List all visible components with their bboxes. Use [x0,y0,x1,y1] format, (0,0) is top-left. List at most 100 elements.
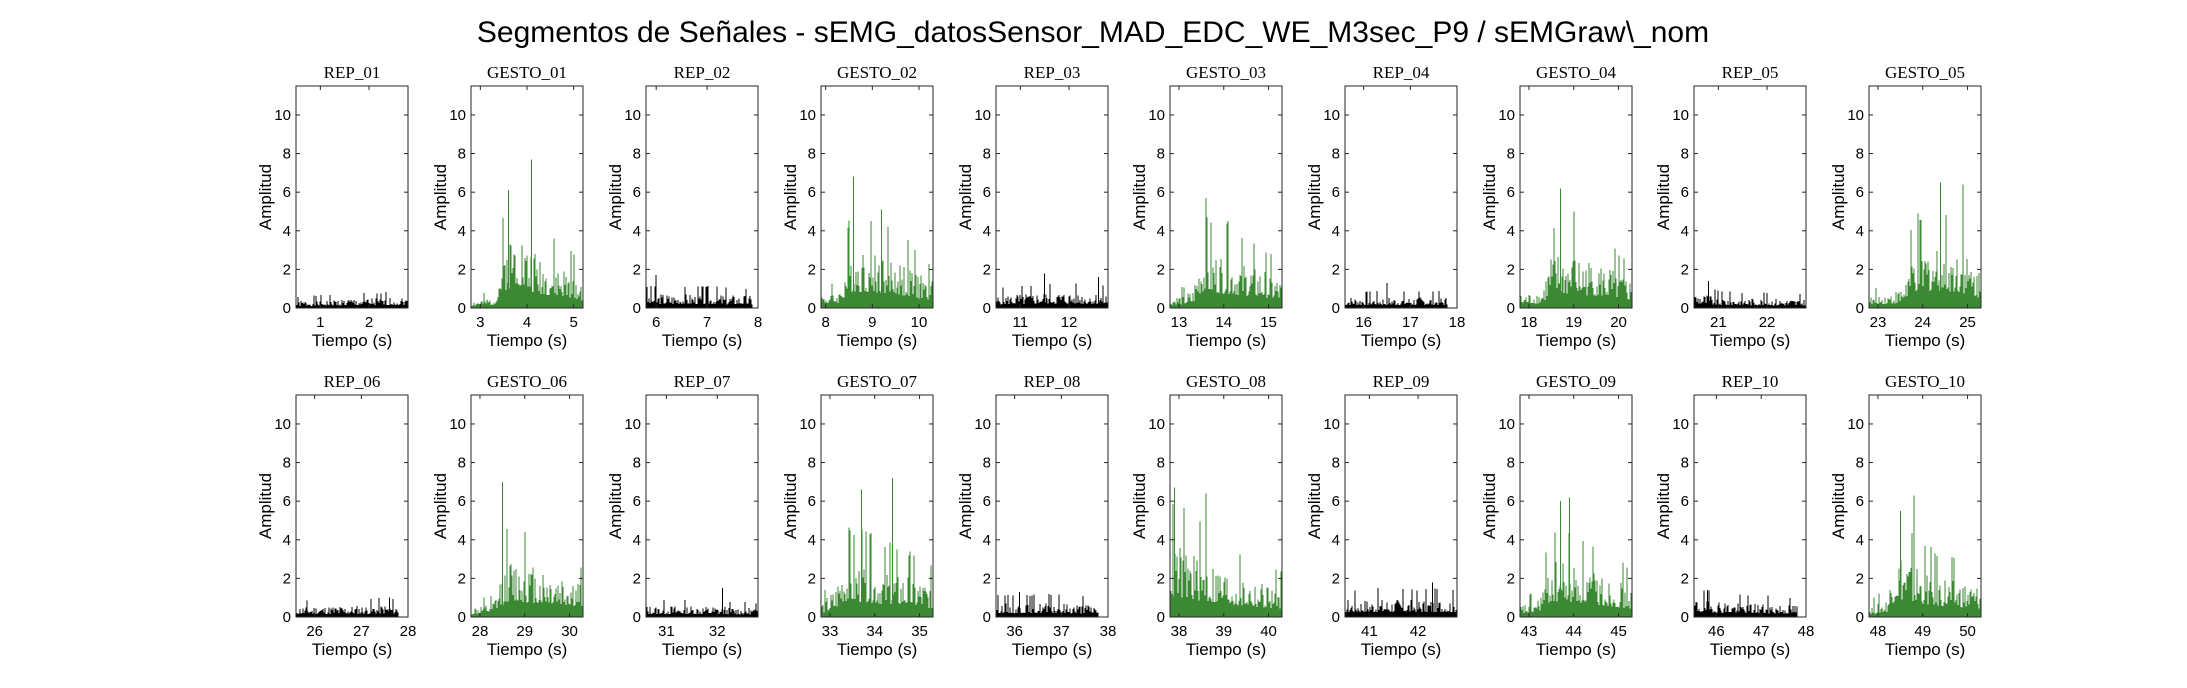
y-tick-label: 0 [1332,609,1340,626]
x-tick-label: 32 [709,623,726,640]
y-tick-label: 0 [283,300,291,317]
x-tick-label: 5 [569,314,577,331]
y-tick-label: 2 [1507,261,1515,278]
signal-trace [470,481,583,617]
signal-trace [645,588,758,617]
axes-box [295,85,409,309]
y-tick-label: 10 [274,416,291,433]
x-tick-label: 48 [1798,623,1815,640]
y-tick-label: 10 [1847,416,1864,433]
y-tick-label: 8 [1157,455,1165,472]
signal-trace [1693,590,1798,617]
axes-box [1344,394,1458,618]
y-tick-label: 0 [1507,609,1515,626]
subplot-title: GESTO_02 [837,63,917,82]
x-tick-label: 35 [911,623,928,640]
x-axis-label: Tiempo (s) [1536,331,1617,350]
figure-title: Segmentos de Señales - sEMG_datosSensor_… [477,16,1709,49]
x-tick-label: 10 [911,314,928,331]
subplot: REP_02 0 2 4 6 8 10 6 7 8 Tiempo (s) Amplitud [606,63,762,350]
y-tick-label: 6 [1332,493,1340,510]
y-tick-label: 0 [633,609,641,626]
axes-box [470,394,584,618]
signal-trace [1868,495,1981,617]
subplot-title: GESTO_03 [1186,63,1266,82]
y-tick-label: 8 [283,146,291,163]
signal-trace [470,159,583,308]
axes-box [645,85,759,309]
y-tick-label: 6 [1856,493,1864,510]
y-axis-label: Amplitud [1305,473,1324,539]
y-axis-label: Amplitud [1654,473,1673,539]
y-tick-label: 6 [283,493,291,510]
x-tick-label: 34 [866,623,883,640]
y-tick-label: 2 [1681,261,1689,278]
y-tick-label: 2 [283,261,291,278]
y-tick-label: 6 [633,184,641,201]
y-tick-label: 4 [1856,532,1864,549]
subplot-title: REP_02 [674,63,731,82]
subplot-title: GESTO_09 [1536,372,1616,391]
x-axis-label: Tiempo (s) [1885,640,1966,659]
y-axis-label: Amplitud [956,473,975,539]
x-tick-label: 9 [868,314,876,331]
y-tick-label: 8 [1157,146,1165,163]
y-tick-label: 4 [1332,223,1340,240]
y-axis-label: Amplitud [606,164,625,230]
signal-trace [1169,487,1282,617]
x-tick-label: 47 [1753,623,1770,640]
y-tick-label: 6 [1681,493,1689,510]
y-tick-label: 10 [1323,416,1340,433]
x-axis-label: Tiempo (s) [662,640,743,659]
x-axis-label: Tiempo (s) [1536,640,1617,659]
x-tick-label: 11 [1013,314,1029,331]
x-axis-label: Tiempo (s) [487,331,568,350]
y-tick-label: 8 [1681,455,1689,472]
y-tick-label: 0 [283,609,291,626]
x-tick-label: 26 [306,623,323,640]
x-axis-label: Tiempo (s) [487,640,568,659]
x-tick-label: 46 [1708,623,1725,640]
y-tick-label: 8 [1332,146,1340,163]
y-tick-label: 0 [1507,300,1515,317]
x-tick-label: 17 [1402,314,1419,331]
x-tick-label: 27 [353,623,370,640]
y-tick-label: 4 [458,223,466,240]
signal-trace [1344,582,1457,617]
y-tick-label: 8 [458,146,466,163]
y-axis-label: Amplitud [431,473,450,539]
x-tick-label: 20 [1610,314,1627,331]
signal-trace [1519,188,1632,308]
x-axis-label: Tiempo (s) [1186,640,1267,659]
signal-trace [1169,198,1282,308]
y-tick-label: 10 [449,107,466,124]
y-tick-label: 2 [1507,570,1515,587]
signal-trace [1344,282,1448,308]
x-tick-label: 22 [1759,314,1776,331]
y-axis-label: Amplitud [606,473,625,539]
y-tick-label: 8 [1856,455,1864,472]
y-tick-label: 2 [1856,570,1864,587]
subplot-title: GESTO_01 [487,63,567,82]
y-tick-label: 0 [808,609,816,626]
subplot-title: GESTO_05 [1885,63,1965,82]
y-tick-label: 6 [808,184,816,201]
x-tick-label: 41 [1361,623,1378,640]
y-tick-label: 10 [1148,107,1165,124]
y-tick-label: 10 [1672,416,1689,433]
y-tick-label: 6 [633,493,641,510]
axes-box [1693,394,1807,618]
x-tick-label: 40 [1260,623,1277,640]
subplot-title: GESTO_04 [1536,63,1616,82]
y-tick-label: 0 [808,300,816,317]
y-tick-label: 2 [1157,261,1165,278]
y-tick-label: 10 [624,416,641,433]
y-tick-label: 0 [1681,609,1689,626]
y-tick-label: 10 [1498,107,1515,124]
y-tick-label: 10 [1672,107,1689,124]
x-axis-label: Tiempo (s) [837,640,918,659]
axes-box [295,394,409,618]
